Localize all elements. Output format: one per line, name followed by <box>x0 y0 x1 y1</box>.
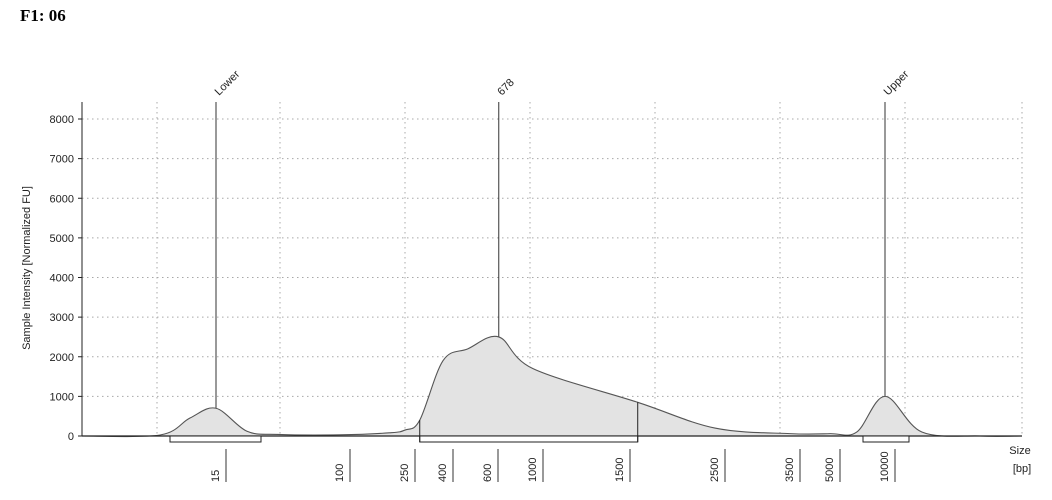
x-axis-label: Size <box>1009 445 1030 457</box>
peak-lines <box>215 102 886 409</box>
y-axis-label: Sample Intensity [Normalized FU] <box>21 186 33 350</box>
x-tick-label: 10000 <box>879 451 891 482</box>
trace-line <box>81 335 1023 438</box>
y-tick-label: 0 <box>68 431 74 443</box>
x-tick-label: 5000 <box>824 458 836 482</box>
x-tick-label: 3500 <box>784 458 796 482</box>
x-tick-label: 600 <box>482 464 494 482</box>
peak-box <box>419 435 639 443</box>
trace-fill <box>82 336 1022 437</box>
peak-box <box>862 435 910 443</box>
marker-label: 678 <box>495 77 516 98</box>
x-tick-label: 1000 <box>527 458 539 482</box>
x-axis-unit: [bp] <box>1013 463 1031 475</box>
marker-labels: Lower 678 Upper <box>213 68 912 98</box>
x-tick-label: 400 <box>437 464 449 482</box>
x-tick-label: 250 <box>399 464 411 482</box>
marker-label: Lower <box>213 68 243 98</box>
sample-label: F1: 06 <box>20 6 66 25</box>
x-tick-label: 100 <box>334 464 346 482</box>
peak-integration-boxes <box>169 402 910 443</box>
y-tick-label: 5000 <box>50 233 74 245</box>
x-tick-label: 15 <box>210 470 222 482</box>
x-tick-labels: 15 100 250 400 600 1000 1500 2500 3500 5000 10000 <box>210 449 896 482</box>
y-tick-label: 1000 <box>50 391 74 403</box>
y-tick-label: 3000 <box>50 312 74 324</box>
y-tick-label: 4000 <box>50 273 74 285</box>
y-tick-label: 8000 <box>50 114 74 126</box>
y-tick-labels: 0 1000 2000 3000 4000 5000 6000 7000 8000 <box>50 114 82 443</box>
y-tick-label: 6000 <box>50 193 74 205</box>
y-tick-label: 2000 <box>50 352 74 364</box>
marker-label: Upper <box>882 68 912 98</box>
peak-box <box>169 435 262 443</box>
x-tick-label: 1500 <box>614 458 626 482</box>
x-tick-label: 2500 <box>709 458 721 482</box>
y-tick-label: 7000 <box>50 154 74 166</box>
